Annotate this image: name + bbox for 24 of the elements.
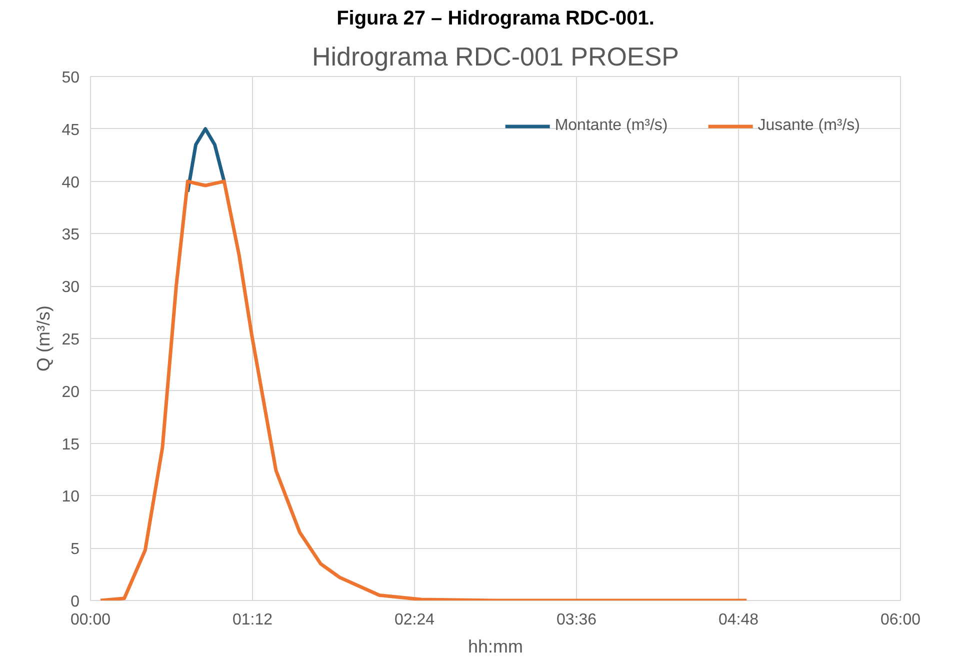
y-tick-label: 15: [62, 436, 80, 454]
x-tick-label: 03:36: [556, 612, 597, 628]
x-tick-label: 06:00: [880, 612, 921, 628]
x-tick-label: 04:48: [718, 612, 759, 628]
x-tick-label: 01:12: [232, 612, 273, 628]
text: Figura 27 – Hidrograma RDC-001.: [336, 8, 654, 30]
line-series: [98, 180, 748, 600]
x-tick-label: 02:24: [394, 612, 435, 628]
y-tick-label: 40: [62, 174, 80, 192]
y-tick-label: 20: [62, 384, 80, 401]
legend-label: Jusante (m³/s): [758, 117, 860, 135]
y-tick-label: 0: [70, 594, 80, 610]
y-tick-label: 25: [62, 332, 80, 348]
y-tick-label: 30: [62, 279, 80, 296]
y-tick-label: 10: [62, 488, 80, 506]
y-tick-label: 50: [62, 70, 80, 86]
x-tick-label: 00:00: [70, 612, 111, 628]
y-tick-label: 35: [62, 226, 80, 244]
legend-label: Montante (m³/s): [554, 117, 668, 135]
y-axis-title: Q (m³/s): [34, 306, 54, 372]
y-tick-label: 5: [70, 541, 80, 558]
x-axis-title: hh:mm: [468, 636, 524, 656]
y-tick-label: 45: [62, 122, 80, 139]
chart-title: Hidrograma RDC-001 PROESP: [312, 42, 680, 72]
